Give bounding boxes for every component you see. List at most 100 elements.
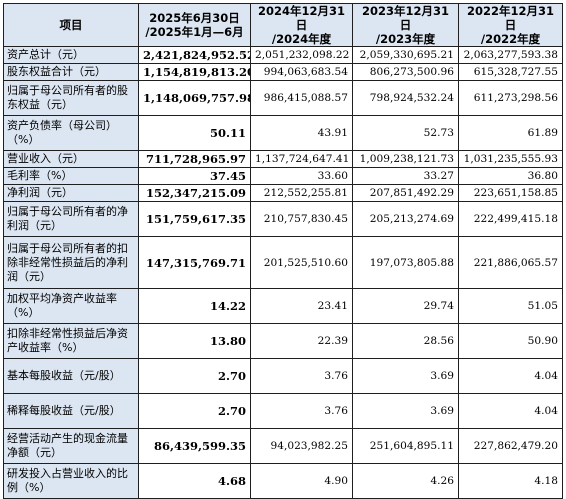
table-row: 归属于母公司所有者的股东权益（元） 1,148,069,757.98 986,415…: [3, 80, 563, 116]
value-cell: 3.76: [250, 393, 353, 429]
value-cell: 37.45: [138, 167, 251, 185]
value-cell: 33.60: [250, 167, 353, 185]
value-cell: 207,851,492.29: [352, 184, 459, 202]
table-row: 基本每股收益（元/股） 2.70 3.76 3.69 4.04: [3, 358, 563, 394]
value-cell: 4.68: [138, 463, 251, 499]
value-cell: 29.74: [352, 288, 459, 324]
value-cell: 50.90: [458, 323, 563, 359]
header-line: 2022年12月31日: [466, 4, 554, 33]
table-row: 毛利率（%） 37.45 33.60 33.27 36.80: [3, 167, 563, 185]
value-cell: 611,273,298.56: [458, 80, 563, 116]
value-cell: 1,154,819,813.20: [138, 63, 251, 81]
row-label: 稀释每股收益（元/股）: [3, 393, 139, 429]
value-cell: 227,862,479.20: [458, 428, 563, 464]
header-line: /2023年度: [375, 32, 436, 46]
value-cell: 197,073,805.88: [352, 236, 459, 289]
value-cell: 147,315,769.71: [138, 236, 251, 289]
value-cell: 2,051,232,098.22: [250, 46, 353, 64]
header-line: 项目: [59, 18, 83, 32]
value-cell: 3.76: [250, 358, 353, 394]
value-cell: 1,009,238,121.73: [352, 150, 459, 168]
value-cell: 201,525,510.60: [250, 236, 353, 289]
header-line: /2025年1月—6月: [145, 25, 244, 39]
value-cell: 28.56: [352, 323, 459, 359]
row-label: 归属于母公司所有者的扣除非经常性损益后的净利润（元）: [3, 236, 139, 289]
value-cell: 615,328,727.55: [458, 63, 563, 81]
header-2025h1: 2025年6月30日/2025年1月—6月: [138, 3, 251, 47]
value-cell: 4.90: [250, 463, 353, 499]
value-cell: 13.80: [138, 323, 251, 359]
value-cell: 22.39: [250, 323, 353, 359]
table-row: 资产总计（元） 2,421,824,952.52 2,051,232,098.22 2…: [3, 46, 563, 64]
financial-table-container: 项目 2025年6月30日/2025年1月—6月 2024年12月31日/2024年…: [3, 3, 563, 499]
value-cell: 61.89: [458, 115, 563, 151]
value-cell: 251,604,895.11: [352, 428, 459, 464]
table-row: 资产负债率（母公司）（%） 50.11 43.91 52.73 61.89: [3, 115, 563, 151]
table-row: 净利润（元） 152,347,215.09 212,552,255.81 207,85…: [3, 184, 563, 202]
table-row: 扣除非经常性损益后净资产收益率（%） 13.80 22.39 28.56 50.90: [3, 323, 563, 359]
value-cell: 2.70: [138, 358, 251, 394]
table-row: 研发投入占营业收入的比例（%） 4.68 4.90 4.26 4.18: [3, 463, 563, 499]
table-row: 营业收入（元） 711,728,965.97 1,137,724,647.41 1,0…: [3, 150, 563, 168]
value-cell: 2,421,824,952.52: [138, 46, 251, 64]
header-line: /2024年度: [271, 32, 332, 46]
table-row: 归属于母公司所有者的净利润（元） 151,759,617.35 210,757,83…: [3, 201, 563, 237]
table-row: 经营活动产生的现金流量净额（元） 86,439,599.35 94,023,982.…: [3, 428, 563, 464]
financial-indicators-table: 项目 2025年6月30日/2025年1月—6月 2024年12月31日/2024年…: [3, 3, 563, 499]
header-2022: 2022年12月31日/2022年度: [458, 3, 563, 47]
value-cell: 1,137,724,647.41: [250, 150, 353, 168]
value-cell: 4.04: [458, 393, 563, 429]
value-cell: 86,439,599.35: [138, 428, 251, 464]
value-cell: 221,886,065.57: [458, 236, 563, 289]
row-label: 资产总计（元）: [3, 46, 139, 64]
row-label: 经营活动产生的现金流量净额（元）: [3, 428, 139, 464]
header-2024: 2024年12月31日/2024年度: [250, 3, 353, 47]
table-row: 股东权益合计（元） 1,154,819,813.20 994,063,683.54 8…: [3, 63, 563, 81]
value-cell: 212,552,255.81: [250, 184, 353, 202]
value-cell: 3.69: [352, 393, 459, 429]
value-cell: 3.69: [352, 358, 459, 394]
value-cell: 151,759,617.35: [138, 201, 251, 237]
value-cell: 94,023,982.25: [250, 428, 353, 464]
value-cell: 52.73: [352, 115, 459, 151]
value-cell: 23.41: [250, 288, 353, 324]
value-cell: 36.80: [458, 167, 563, 185]
value-cell: 222,499,415.18: [458, 201, 563, 237]
value-cell: 711,728,965.97: [138, 150, 251, 168]
value-cell: 14.22: [138, 288, 251, 324]
row-label: 股东权益合计（元）: [3, 63, 139, 81]
row-label: 毛利率（%）: [3, 167, 139, 185]
value-cell: 4.26: [352, 463, 459, 499]
table-row: 稀释每股收益（元/股） 2.70 3.76 3.69 4.04: [3, 393, 563, 429]
row-label: 研发投入占营业收入的比例（%）: [3, 463, 139, 499]
value-cell: 994,063,683.54: [250, 63, 353, 81]
header-line: 2023年12月31日: [361, 4, 449, 33]
value-cell: 986,415,088.57: [250, 80, 353, 116]
row-label: 基本每股收益（元/股）: [3, 358, 139, 394]
value-cell: 4.18: [458, 463, 563, 499]
table-row: 加权平均净资产收益率（%） 14.22 23.41 29.74 51.05: [3, 288, 563, 324]
value-cell: 152,347,215.09: [138, 184, 251, 202]
value-cell: 1,031,235,555.93: [458, 150, 563, 168]
value-cell: 205,213,274.69: [352, 201, 459, 237]
header-2023: 2023年12月31日/2023年度: [352, 3, 459, 47]
row-label: 营业收入（元）: [3, 150, 139, 168]
header-item: 项目: [3, 3, 139, 47]
row-label: 加权平均净资产收益率（%）: [3, 288, 139, 324]
value-cell: 51.05: [458, 288, 563, 324]
value-cell: 1,148,069,757.98: [138, 80, 251, 116]
value-cell: 798,924,532.24: [352, 80, 459, 116]
value-cell: 2,063,277,593.38: [458, 46, 563, 64]
value-cell: 223,651,158.85: [458, 184, 563, 202]
header-line: 2025年6月30日: [149, 11, 240, 25]
row-label: 资产负债率（母公司）（%）: [3, 115, 139, 151]
value-cell: 50.11: [138, 115, 251, 151]
table-row: 归属于母公司所有者的扣除非经常性损益后的净利润（元） 147,315,769.71…: [3, 236, 563, 289]
header-line: /2022年度: [480, 32, 541, 46]
value-cell: 210,757,830.45: [250, 201, 353, 237]
row-label: 净利润（元）: [3, 184, 139, 202]
table-body: 资产总计（元） 2,421,824,952.52 2,051,232,098.22 2…: [3, 46, 563, 499]
header-line: 2024年12月31日: [257, 4, 345, 33]
row-label: 扣除非经常性损益后净资产收益率（%）: [3, 323, 139, 359]
value-cell: 806,273,500.96: [352, 63, 459, 81]
